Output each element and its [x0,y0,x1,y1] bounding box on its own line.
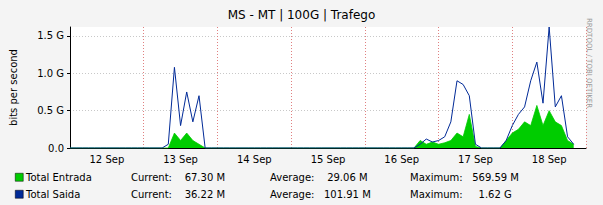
svg-text:Average: 101.91 M: Average: 101.91 M [270,189,371,200]
svg-text:RRDTOOL / TOBI OETIKER: RRDTOOL / TOBI OETIKER [585,18,593,108]
svg-text:Total Entrada: Total Entrada [25,172,92,183]
svg-text:14 Sep: 14 Sep [237,154,272,165]
svg-text:MS - MT | 100G | Trafego: MS - MT | 100G | Trafego [228,8,376,22]
svg-text:17 Sep: 17 Sep [458,154,493,165]
svg-text:Total Saida: Total Saida [25,189,80,200]
svg-text:12 Sep: 12 Sep [89,154,124,165]
svg-text:Current: 36.22 M: Current: 36.22 M [131,189,225,200]
svg-text:Maximum: 1.62 G: Maximum: 1.62 G [410,189,512,200]
svg-text:Current: 67.30 M: Current: 67.30 M [131,172,225,183]
svg-text:Average: 29.06 M: Average: 29.06 M [270,172,368,183]
svg-text:15 Sep: 15 Sep [311,154,346,165]
svg-text:0.0: 0.0 [48,143,64,154]
svg-text:13 Sep: 13 Sep [163,154,198,165]
svg-text:1.5 G: 1.5 G [37,30,64,41]
svg-text:bits per second: bits per second [8,49,19,126]
svg-text:18 Sep: 18 Sep [532,154,567,165]
svg-text:16 Sep: 16 Sep [384,154,419,165]
svg-text:0.5 G: 0.5 G [37,105,64,116]
svg-text:1.0 G: 1.0 G [37,68,64,79]
svg-text:Maximum: 569.59 M: Maximum: 569.59 M [410,172,519,183]
